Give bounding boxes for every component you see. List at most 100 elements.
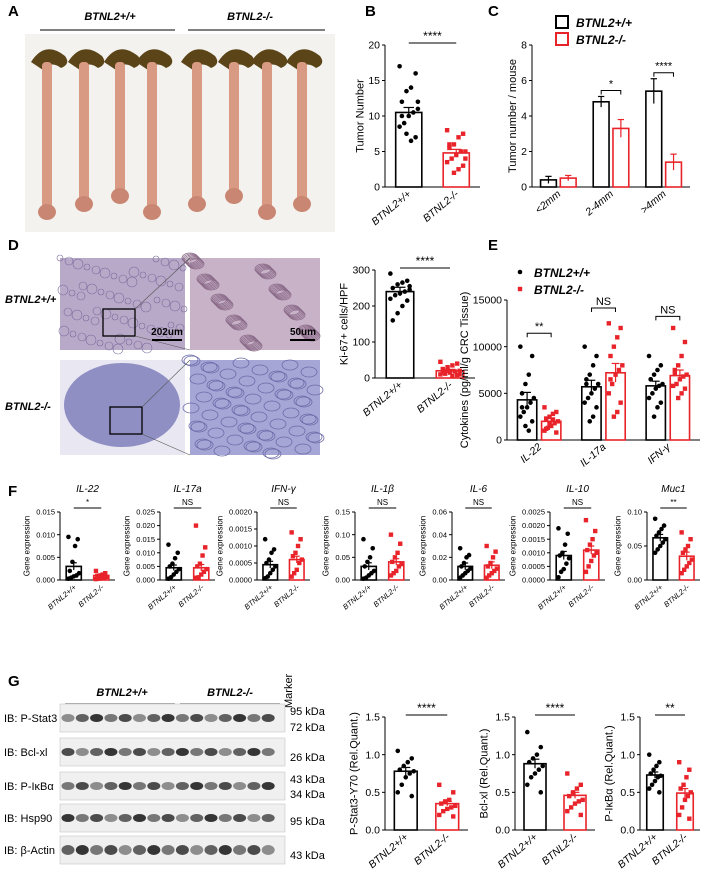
band <box>104 814 118 822</box>
data-point <box>454 152 459 158</box>
legend-marker <box>517 286 523 292</box>
data-point <box>166 576 171 581</box>
band <box>75 814 89 822</box>
data-point <box>289 530 294 535</box>
band <box>133 748 146 756</box>
y-tick-label: 0.010 <box>136 548 155 557</box>
y-tick-label: 0.05 <box>627 542 642 551</box>
histology-texture <box>56 252 325 460</box>
colon <box>262 62 272 212</box>
data-point <box>452 369 458 374</box>
data-point <box>578 782 583 787</box>
data-point <box>401 120 407 126</box>
x-tick-label: BTNL2-/- <box>76 582 105 609</box>
band <box>190 714 204 722</box>
data-point <box>678 786 683 791</box>
gland <box>208 380 226 392</box>
data-point <box>199 572 204 577</box>
gland <box>110 272 118 280</box>
y-tick-label: 0 <box>496 435 502 447</box>
x-tick-label: BTNL2-/- <box>467 582 496 609</box>
data-point <box>687 816 692 821</box>
data-point <box>269 550 274 556</box>
band <box>233 714 247 722</box>
data-point <box>388 271 393 276</box>
y-tick-label: 0.025 <box>136 508 155 517</box>
data-point <box>682 797 688 803</box>
data-point <box>681 567 687 572</box>
gland <box>256 429 274 441</box>
blot-label: IB: β-Actin <box>4 845 55 857</box>
data-point <box>440 370 445 375</box>
band <box>104 714 118 722</box>
data-point <box>66 576 71 581</box>
data-point <box>655 405 660 410</box>
data-point <box>201 569 207 575</box>
data-point <box>494 566 500 571</box>
data-point <box>443 799 448 804</box>
data-point <box>362 564 368 569</box>
gland <box>85 334 97 346</box>
significance-label: NS <box>660 304 675 316</box>
gland <box>263 400 281 412</box>
tissue <box>64 363 180 447</box>
data-point <box>687 560 692 566</box>
band <box>190 814 204 822</box>
gland <box>165 331 173 339</box>
data-point <box>294 567 299 572</box>
data-point <box>484 575 489 580</box>
data-point <box>593 528 598 534</box>
band <box>161 748 175 756</box>
data-point <box>97 573 103 578</box>
gland <box>187 258 205 270</box>
data-point <box>590 363 596 368</box>
colon-top <box>136 49 173 70</box>
gland <box>184 255 202 267</box>
gland <box>174 282 184 292</box>
y-axis-label: Tumor Number <box>354 79 366 153</box>
data-point <box>683 547 688 552</box>
data-point <box>651 414 657 419</box>
gland <box>199 276 217 288</box>
gland <box>71 309 83 321</box>
gland <box>232 357 250 369</box>
data-point <box>677 760 682 765</box>
gland <box>258 267 276 279</box>
gland <box>281 359 299 371</box>
data-point <box>397 124 402 129</box>
y-tick-label: 0.5 <box>365 787 380 799</box>
y-tick-label: 10000 <box>473 341 502 353</box>
data-point <box>660 540 666 545</box>
x-tick-label: BTNL2-/- <box>371 582 400 609</box>
y-tick-label: 0.00 <box>432 576 447 585</box>
gland <box>244 393 262 405</box>
data-point <box>594 405 599 410</box>
gland <box>289 378 307 390</box>
y-tick-label: 15 <box>368 75 380 87</box>
gland <box>227 387 245 399</box>
data-point <box>608 353 613 359</box>
scale-bar-label: 50um <box>290 327 316 338</box>
gland <box>69 330 77 338</box>
band <box>175 845 189 855</box>
gland <box>213 296 231 308</box>
data-point <box>463 156 468 161</box>
data-point <box>572 801 578 806</box>
data-point <box>195 564 200 569</box>
data-point <box>390 318 396 323</box>
panel-label: F <box>8 483 17 500</box>
data-point <box>404 298 410 303</box>
colon-end <box>293 196 311 212</box>
gland <box>258 430 276 442</box>
data-point <box>103 571 108 576</box>
data-point <box>670 325 676 331</box>
data-point <box>543 416 549 421</box>
colon-photo <box>31 49 323 220</box>
data-point <box>583 569 589 575</box>
data-point <box>532 771 538 776</box>
band <box>75 782 89 790</box>
colon-top <box>68 49 105 70</box>
y-tick-label: 1.0 <box>495 749 510 761</box>
band <box>133 782 146 790</box>
data-point <box>299 557 305 562</box>
